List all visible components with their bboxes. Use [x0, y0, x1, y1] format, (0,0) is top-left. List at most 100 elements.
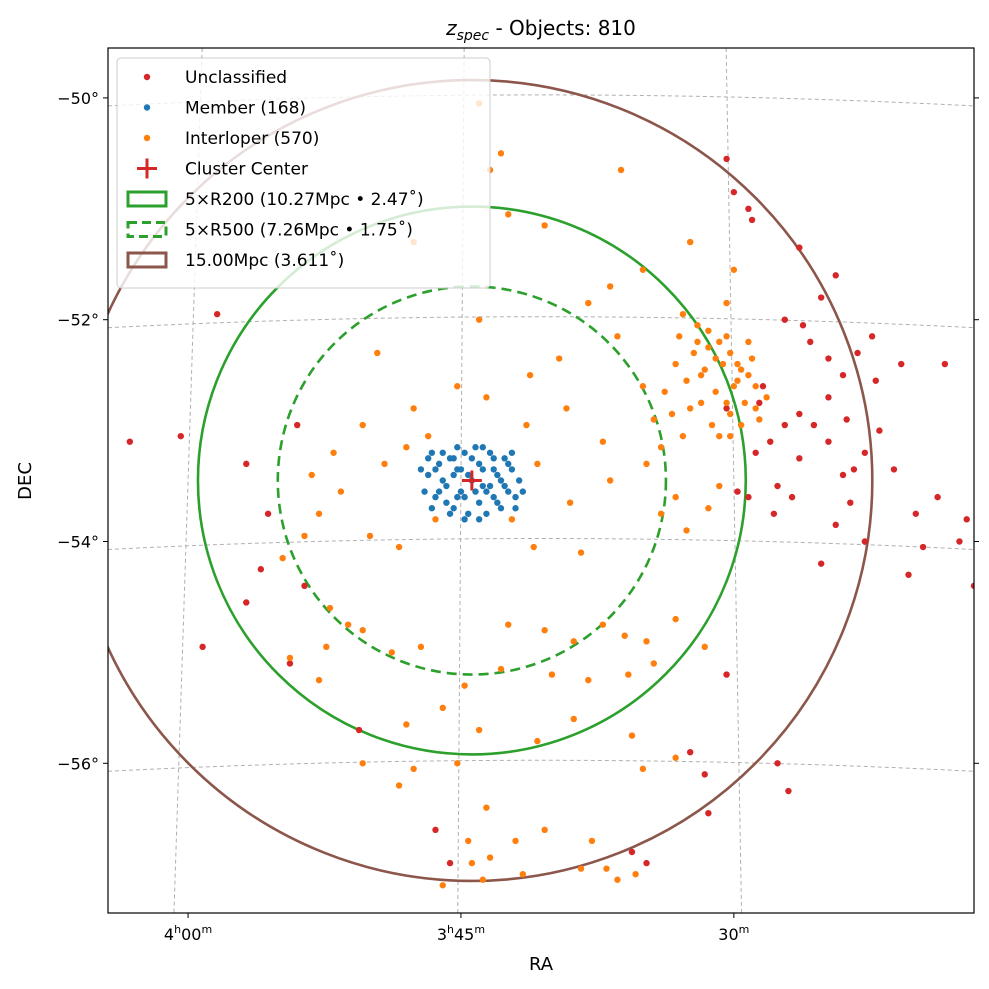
point-unclassified — [781, 421, 788, 429]
point-interloper — [730, 266, 738, 273]
point-interloper — [454, 383, 461, 390]
grid-line-dec — [108, 759, 974, 772]
point-member — [519, 488, 527, 495]
point-interloper — [676, 333, 683, 340]
point-interloper — [410, 405, 417, 412]
point-interloper — [683, 377, 690, 384]
point-unclassified — [781, 316, 788, 323]
legend: Unclassified Member (168) Interloper (570)… — [116, 57, 491, 289]
point-member — [512, 505, 519, 512]
series-interloper — [279, 100, 770, 889]
point-member — [435, 460, 443, 468]
point-member — [490, 466, 497, 473]
point-interloper — [657, 510, 665, 517]
point-interloper — [621, 632, 628, 639]
point-interloper — [497, 665, 505, 673]
point-unclassified — [745, 205, 752, 213]
point-unclassified — [825, 394, 832, 401]
point-member — [446, 510, 454, 517]
point-unclassified — [861, 538, 869, 545]
point-member — [454, 444, 461, 451]
point-interloper — [723, 399, 730, 407]
point-unclassified — [446, 859, 454, 867]
point-interloper — [588, 837, 596, 845]
point-unclassified — [810, 421, 818, 429]
point-interloper — [541, 826, 548, 834]
point-interloper — [344, 621, 352, 628]
point-member — [468, 455, 476, 462]
point-interloper — [374, 349, 381, 357]
point-unclassified — [767, 438, 774, 445]
point-interloper — [737, 366, 745, 373]
point-interloper — [628, 732, 636, 739]
point-member — [505, 460, 512, 468]
point-member — [450, 505, 457, 512]
point-interloper — [727, 432, 734, 440]
legend-label: Interloper (570) — [185, 129, 319, 149]
x-tick-label: 3h45m — [437, 923, 485, 944]
point-interloper — [650, 416, 657, 423]
point-interloper — [672, 493, 679, 501]
point-interloper — [672, 754, 679, 761]
point-interloper — [745, 338, 752, 346]
point-interloper — [483, 394, 490, 401]
point-member — [443, 482, 450, 490]
point-interloper — [534, 460, 541, 468]
point-unclassified — [919, 543, 927, 551]
point-interloper — [486, 854, 494, 861]
point-interloper — [301, 532, 308, 540]
point-unclassified — [839, 471, 847, 479]
point-interloper — [712, 388, 719, 395]
point-interloper — [359, 421, 366, 429]
point-member — [479, 482, 486, 490]
point-interloper — [606, 283, 614, 290]
legend-entry-unclassified: Unclassified — [143, 68, 287, 88]
point-interloper — [606, 477, 614, 484]
point-interloper — [286, 654, 294, 662]
y-tick-label: −54° — [57, 532, 99, 551]
point-interloper — [403, 721, 410, 728]
point-unclassified — [301, 582, 308, 590]
point-interloper — [686, 405, 694, 412]
point-interloper — [439, 882, 446, 889]
legend-entry-r500: 5×R500 (7.26Mpc • 1.75˚) — [126, 220, 413, 241]
point-unclassified — [705, 809, 712, 817]
point-interloper — [748, 355, 756, 362]
legend-marker-rect — [126, 251, 168, 269]
cluster-center-layer — [461, 470, 482, 491]
point-unclassified — [854, 349, 861, 357]
point-interloper — [661, 388, 668, 395]
point-member — [494, 471, 501, 479]
legend-marker-dot — [143, 134, 151, 142]
point-unclassified — [807, 338, 814, 346]
point-interloper — [712, 355, 719, 362]
chart-title: zspec - Objects: 810 — [445, 16, 636, 44]
point-interloper — [705, 344, 712, 351]
point-unclassified — [752, 449, 759, 456]
point-interloper — [475, 726, 483, 734]
point-interloper — [603, 865, 610, 872]
legend-marker-dot — [143, 73, 151, 81]
grid — [108, 48, 974, 913]
point-interloper — [417, 643, 425, 651]
point-member — [461, 516, 468, 523]
point-interloper — [734, 377, 741, 384]
point-interloper — [752, 405, 759, 412]
point-interloper — [672, 615, 679, 623]
point-interloper — [570, 638, 577, 645]
point-member — [457, 488, 465, 495]
point-unclassified — [847, 499, 854, 506]
point-member — [494, 499, 501, 506]
grid-line-ra — [173, 48, 203, 913]
point-interloper — [395, 543, 403, 551]
point-interloper — [643, 638, 650, 645]
point-unclassified — [723, 155, 730, 163]
point-unclassified — [723, 671, 730, 678]
point-member — [472, 488, 479, 495]
point-interloper — [686, 238, 694, 246]
point-interloper — [381, 460, 388, 468]
point-unclassified — [956, 538, 963, 545]
point-unclassified — [177, 432, 184, 440]
point-member — [461, 449, 468, 456]
